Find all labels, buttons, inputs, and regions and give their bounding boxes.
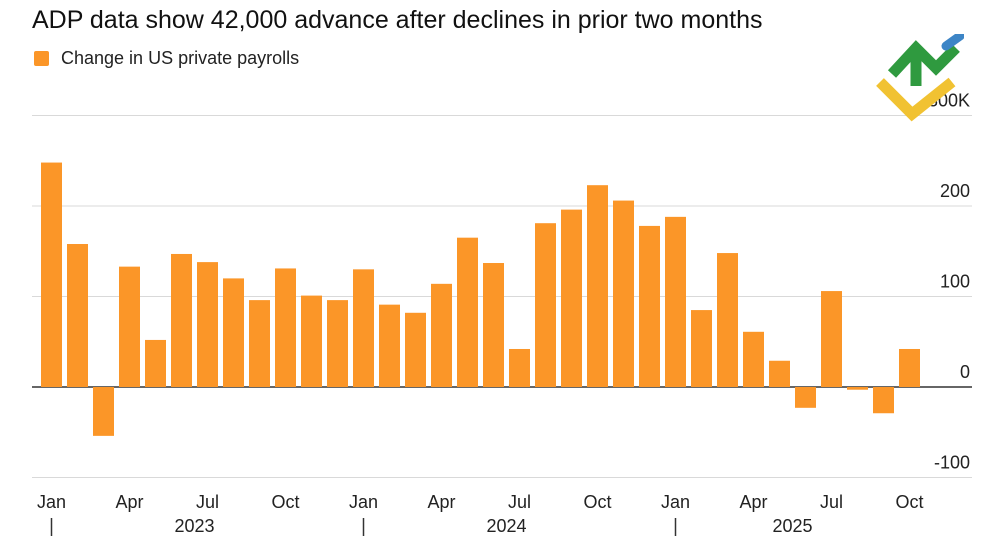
bar (561, 209, 582, 387)
bar (847, 387, 868, 390)
bar (171, 253, 192, 387)
bar (769, 360, 790, 387)
y-tick-label: -100 (934, 453, 970, 473)
bar (93, 387, 114, 436)
bar (483, 263, 504, 387)
bar (535, 223, 556, 387)
bar (431, 283, 452, 387)
bar (795, 387, 816, 408)
bar (249, 300, 270, 387)
legend: Change in US private payrolls (34, 48, 299, 69)
bar (873, 387, 894, 414)
x-tick-label: Jul (820, 492, 843, 512)
bar (145, 339, 166, 387)
logo-green-arrow (887, 40, 960, 78)
logo-yellow-chevron (876, 77, 956, 122)
bar (119, 266, 140, 387)
y-tick-label: 200 (940, 181, 970, 201)
bar (353, 269, 374, 387)
bar (405, 312, 426, 387)
logo-blue-arrow (941, 34, 964, 51)
bar (691, 310, 712, 387)
bar (301, 295, 322, 387)
x-tick-label: Apr (739, 492, 767, 512)
x-tick-label: Apr (427, 492, 455, 512)
bar (743, 331, 764, 387)
bar (587, 185, 608, 387)
x-tick-label: Apr (115, 492, 143, 512)
x-tick-label: Oct (583, 492, 611, 512)
bar (665, 216, 686, 387)
bar (613, 200, 634, 387)
x-tick-label: Jan (349, 492, 378, 512)
bar (197, 262, 218, 387)
y-tick-label: 100 (940, 272, 970, 292)
bar (379, 304, 400, 387)
year-label: 2024 (486, 516, 526, 536)
chart-title: ADP data show 42,000 advance after decli… (32, 6, 763, 34)
legend-swatch (34, 51, 49, 66)
bar (41, 162, 62, 387)
x-tick-label: Jul (508, 492, 531, 512)
x-tick-label: Oct (895, 492, 923, 512)
bar (717, 253, 738, 387)
year-label: 2025 (772, 516, 812, 536)
bar (457, 237, 478, 387)
bar (509, 348, 530, 387)
brand-logo (876, 34, 964, 122)
bar (327, 300, 348, 387)
bar (67, 244, 88, 387)
legend-label: Change in US private payrolls (61, 48, 300, 68)
bar (821, 291, 842, 387)
bar (639, 225, 660, 387)
x-tick-label: Jan (661, 492, 690, 512)
bar (275, 268, 296, 387)
bar (223, 278, 244, 387)
bar (899, 348, 920, 387)
x-tick-label: Oct (271, 492, 299, 512)
x-tick-label: Jul (196, 492, 219, 512)
year-label: 2023 (174, 516, 214, 536)
y-tick-label: 0 (960, 362, 970, 382)
x-tick-label: Jan (37, 492, 66, 512)
